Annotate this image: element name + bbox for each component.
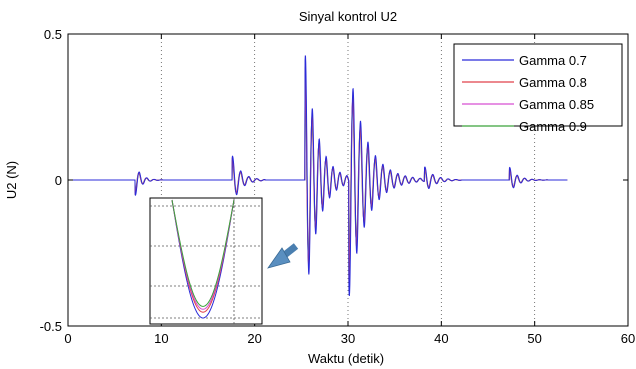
legend-label-gamma-0-7: Gamma 0.7 [519,53,587,68]
x-tick-label: 10 [154,331,168,346]
zoom-inset [149,197,263,325]
x-tick-label: 30 [341,331,355,346]
series-line-gamma-0-7 [68,55,568,296]
y-tick-label: 0 [55,173,62,188]
legend-label-gamma-0-8: Gamma 0.8 [519,75,587,90]
zoom-arrow-head [267,247,291,269]
x-tick-label: 60 [621,331,635,346]
zoom-inset-frame [149,197,263,325]
x-tick-label: 40 [434,331,448,346]
x-tick-label: 20 [247,331,261,346]
y-tick-label: -0.5 [40,319,62,334]
zoom-inset-curve [171,199,235,319]
zoom-inset-curves [171,199,235,319]
chart-title: Sinyal kontrol U2 [299,9,397,24]
series-layer [68,55,568,296]
zoom-inset-curve [171,199,235,307]
legend-label-gamma-0-85: Gamma 0.85 [519,97,594,112]
x-axis-label: Waktu (detik) [308,351,384,366]
x-tick-label: 0 [64,331,71,346]
y-axis-label: U2 (N) [4,161,19,199]
tick-layer: 0 10 20 30 40 50 60-0.500.5 [40,27,636,346]
legend-label-gamma-0-9: Gamma 0.9 [519,119,587,134]
x-tick-label: 50 [527,331,541,346]
legend: Gamma 0.7 Gamma 0.8 Gamma 0.85 Gamma 0.9 [453,43,623,134]
zoom-arrow [267,243,299,269]
y-tick-label: 0.5 [44,27,62,42]
legend-box [453,43,623,127]
